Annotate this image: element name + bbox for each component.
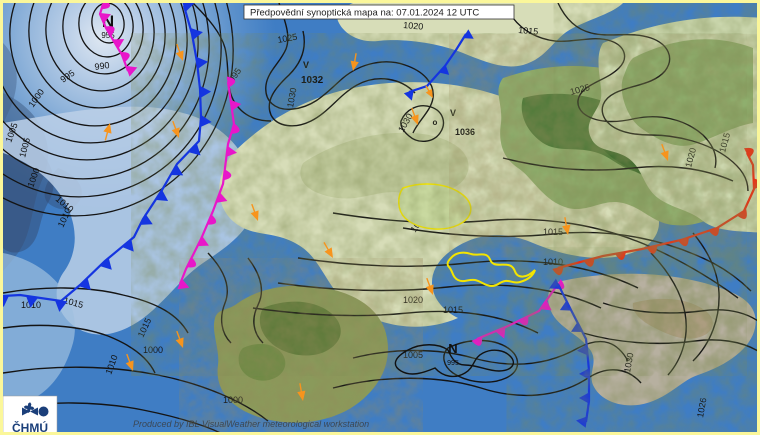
svg-text:1015: 1015 (518, 25, 539, 37)
svg-text:1032: 1032 (301, 75, 324, 86)
svg-text:N: N (448, 341, 457, 356)
svg-text:1020: 1020 (403, 20, 424, 32)
svg-text:1000: 1000 (143, 345, 163, 355)
svg-text:1010: 1010 (543, 257, 563, 267)
svg-text:Předpovědní synoptická mapa na: Předpovědní synoptická mapa na: 07.01.20… (250, 8, 479, 19)
svg-text:ČHMÚ: ČHMÚ (12, 420, 48, 435)
svg-text:990: 990 (94, 60, 110, 72)
svg-text:995: 995 (447, 360, 459, 367)
svg-text:V: V (303, 60, 309, 70)
svg-text:Produced by IBL VisualWeather: Produced by IBL VisualWeather meteorolog… (133, 419, 369, 429)
